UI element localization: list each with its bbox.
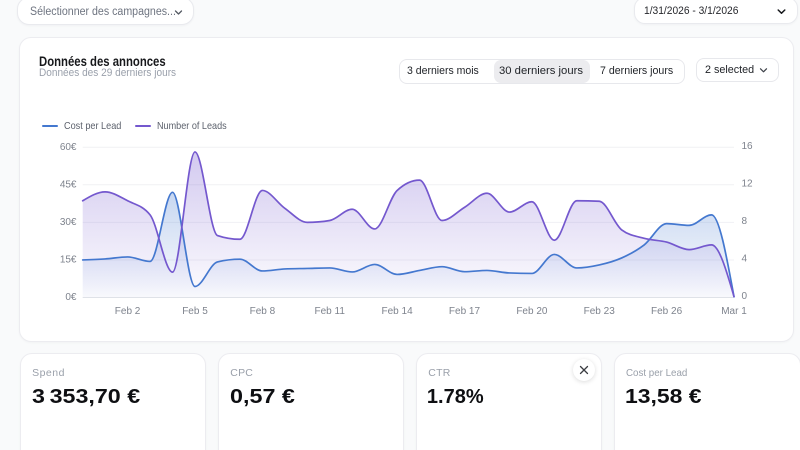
svg-text:Mar 1: Mar 1 [721, 306, 747, 317]
svg-text:Feb 2: Feb 2 [115, 306, 141, 317]
svg-text:15€: 15€ [60, 254, 77, 265]
svg-text:16: 16 [742, 141, 754, 152]
svg-text:Feb 26: Feb 26 [651, 306, 683, 317]
svg-text:12: 12 [742, 178, 754, 189]
svg-text:Feb 23: Feb 23 [584, 306, 616, 317]
svg-text:0: 0 [742, 291, 748, 302]
svg-text:Feb 17: Feb 17 [449, 306, 481, 317]
svg-text:8: 8 [742, 216, 748, 227]
svg-text:30€: 30€ [60, 217, 77, 228]
svg-text:Feb 11: Feb 11 [315, 306, 346, 317]
svg-text:Feb 14: Feb 14 [382, 306, 414, 317]
svg-text:0€: 0€ [65, 292, 77, 303]
svg-text:Feb 8: Feb 8 [250, 306, 276, 317]
svg-text:4: 4 [742, 253, 748, 264]
svg-text:45€: 45€ [60, 179, 77, 190]
svg-text:Feb 20: Feb 20 [516, 306, 548, 317]
svg-text:Feb 5: Feb 5 [182, 306, 208, 317]
svg-text:60€: 60€ [60, 142, 77, 153]
